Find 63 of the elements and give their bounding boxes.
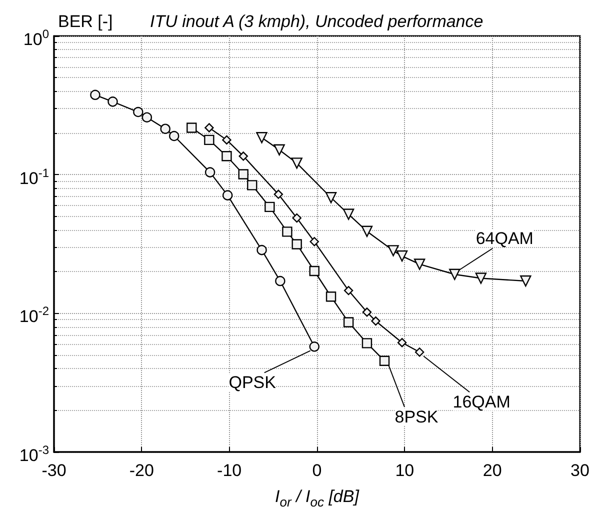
point	[238, 169, 248, 180]
point	[256, 244, 267, 256]
point	[371, 316, 380, 326]
point	[222, 151, 232, 162]
point	[520, 275, 532, 287]
point	[274, 190, 284, 199]
point	[379, 356, 390, 366]
x-axis-title: I$_{or}$ / I$_{oc}$ [dB]	[275, 487, 359, 510]
y-tick-label: 10$^{-1}$	[19, 166, 49, 188]
point	[396, 250, 408, 262]
point	[343, 317, 354, 328]
y-tick-label: 10$^{0}$	[23, 27, 49, 49]
point	[222, 135, 232, 145]
point	[362, 338, 372, 348]
x-tick-label: 10	[395, 461, 414, 480]
point	[414, 258, 426, 270]
x-tick-label: -10	[217, 461, 242, 480]
point	[90, 90, 100, 100]
point	[449, 268, 460, 280]
point	[204, 167, 216, 178]
point	[247, 180, 258, 190]
point	[222, 190, 233, 200]
point	[326, 292, 336, 302]
annotation: 8PSK	[394, 407, 439, 426]
point	[238, 152, 248, 161]
point	[264, 202, 275, 212]
x-tick-label: -20	[129, 461, 154, 480]
point	[169, 130, 180, 142]
point	[186, 122, 197, 133]
annotation: 64QAM	[476, 228, 534, 248]
x-tick-label: 0	[312, 461, 322, 480]
chart-title: ITU inout A (3 kmph), Uncoded performance	[150, 12, 484, 31]
point	[291, 158, 302, 169]
point	[282, 226, 292, 237]
point	[142, 112, 152, 122]
point	[274, 144, 285, 156]
y-tick-label: 10$^{-2}$	[19, 304, 49, 326]
point	[309, 266, 320, 276]
point	[108, 96, 118, 107]
point	[361, 226, 373, 237]
point	[342, 208, 354, 220]
point	[310, 237, 319, 246]
y-axis-title: BER [-]	[58, 12, 113, 31]
point	[388, 245, 399, 256]
point	[204, 123, 214, 132]
point	[475, 272, 487, 284]
point	[414, 348, 424, 357]
point	[133, 106, 144, 118]
point	[160, 124, 170, 134]
point	[256, 132, 268, 144]
point	[275, 276, 286, 286]
point	[309, 342, 320, 352]
x-tick-label: 20	[482, 461, 502, 480]
annotation: QPSK	[228, 373, 277, 392]
annotation: 16QAM	[452, 392, 510, 412]
x-tick-label: 30	[570, 461, 590, 480]
point	[292, 239, 302, 250]
point	[325, 192, 337, 204]
point	[397, 338, 407, 348]
point	[362, 308, 372, 317]
point	[344, 286, 354, 296]
point	[204, 134, 214, 146]
point	[292, 213, 302, 223]
